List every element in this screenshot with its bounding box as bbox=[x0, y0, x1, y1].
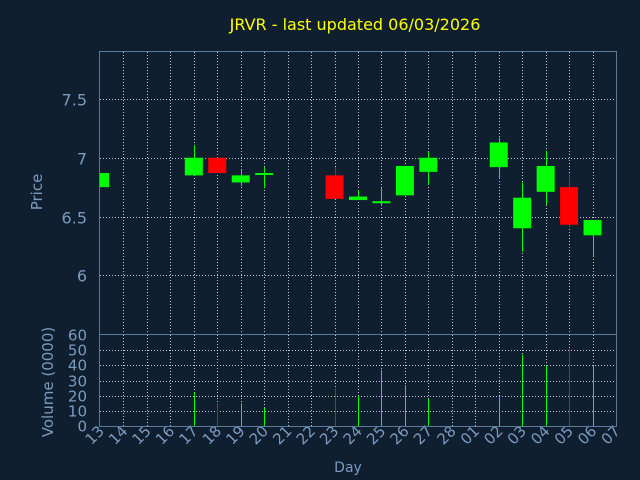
candle-body bbox=[231, 175, 250, 183]
price-axis-label: Price bbox=[28, 174, 46, 211]
volume-tick-label: 40 bbox=[68, 357, 87, 375]
volume-axis-label: Volume (0000) bbox=[39, 327, 57, 437]
candle-body bbox=[513, 197, 532, 229]
candle-body bbox=[100, 173, 109, 188]
volume-tick-label: 50 bbox=[68, 342, 87, 360]
candle-body bbox=[208, 157, 227, 174]
volume-tick-label: 10 bbox=[68, 403, 87, 421]
candle-body bbox=[395, 165, 414, 196]
candle-body bbox=[536, 165, 555, 192]
candle-body bbox=[419, 157, 438, 172]
price-tick-label: 7.5 bbox=[62, 91, 87, 110]
candle-body bbox=[255, 173, 274, 176]
candle-body bbox=[372, 201, 391, 204]
chart-title: JRVR - last updated 06/03/2026 bbox=[229, 15, 481, 34]
volume-tick-label: 0 bbox=[77, 418, 87, 436]
candle-body bbox=[325, 175, 344, 199]
price-tick-label: 6 bbox=[77, 267, 87, 286]
volume-tick-label: 60 bbox=[68, 327, 87, 345]
volume-tick-label: 20 bbox=[68, 388, 87, 406]
candle-body bbox=[349, 196, 367, 201]
candle-body bbox=[489, 142, 508, 168]
volume-panel-frame bbox=[99, 334, 617, 427]
candle-body bbox=[583, 220, 602, 236]
candle-body bbox=[560, 187, 579, 225]
price-tick-label: 7 bbox=[77, 150, 87, 169]
x-axis-label: Day bbox=[334, 460, 362, 476]
volume-tick-label: 30 bbox=[68, 373, 87, 391]
candle-body bbox=[184, 157, 203, 176]
price-tick-label: 6.5 bbox=[62, 209, 87, 228]
